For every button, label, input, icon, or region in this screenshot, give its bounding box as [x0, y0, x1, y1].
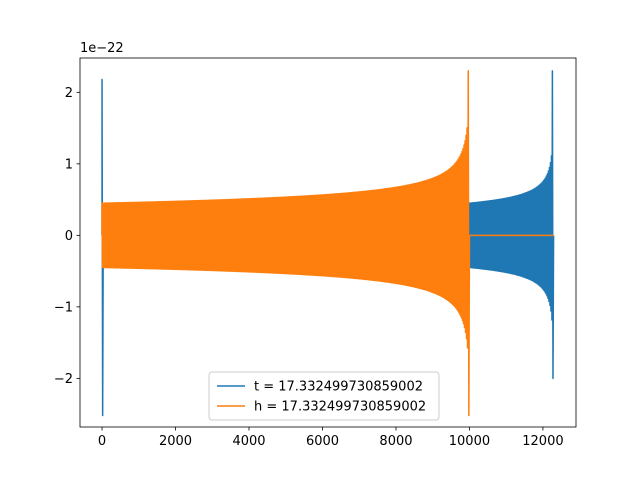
x-tick-label: 12000 — [522, 434, 563, 449]
axes: 0 2000 4000 6000 8000 10000 12000 −2 −1 0 1 2 — [54, 57, 577, 449]
legend: t = 17.332499730859002 h = 17.33249973085… — [208, 371, 440, 421]
x-tick-label: 4000 — [232, 434, 265, 449]
x-tick-label: 8000 — [379, 434, 412, 449]
y-tick-label: 0 — [65, 229, 73, 244]
x-tick-label: 0 — [98, 434, 106, 449]
x-tick-label: 2000 — [159, 434, 192, 449]
series-line-2 — [101, 70, 554, 417]
plot-area — [101, 70, 555, 417]
x-tick-label: 6000 — [306, 434, 339, 449]
legend-label: h = 17.332499730859002 — [254, 400, 426, 415]
x-tick-label: 10000 — [449, 434, 490, 449]
legend-label: t = 17.332499730859002 — [254, 380, 423, 395]
y-tick-label: −2 — [54, 372, 73, 387]
legend-box — [208, 371, 440, 421]
y-tick-label: 1 — [65, 157, 73, 172]
y-tick-label: 2 — [65, 86, 73, 101]
axes-frame — [79, 57, 577, 428]
y-tick-label: −1 — [54, 300, 73, 315]
y-offset-text: 1e−22 — [80, 41, 124, 56]
